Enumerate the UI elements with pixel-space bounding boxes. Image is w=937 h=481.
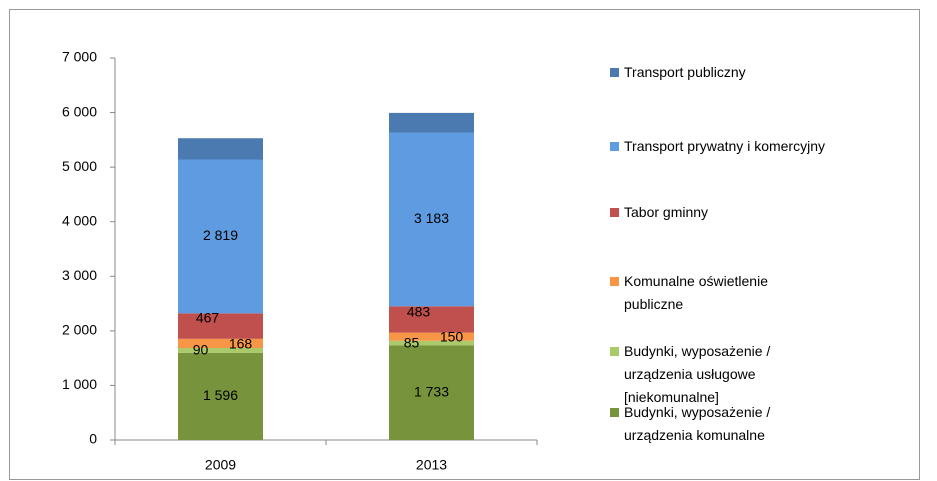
- y-tick-label: 5 000: [62, 158, 97, 174]
- bar-segment: [389, 112, 474, 133]
- data-label: 2 819: [203, 227, 238, 243]
- legend-item: Budynki, wyposażenie / urządzenia komuna…: [610, 401, 825, 447]
- bar-segment: [389, 132, 474, 307]
- y-tick-label: 1 000: [62, 376, 97, 392]
- y-tick-label: 3 000: [62, 267, 97, 283]
- x-tick-label: 2013: [416, 457, 447, 473]
- legend-item: Transport prywatny i komercyjny: [610, 135, 825, 158]
- frame: [9, 9, 920, 480]
- data-label: 1 733: [414, 383, 449, 399]
- bar-segment: [178, 313, 263, 339]
- legend-item: Komunalne oświetlenie publiczne: [610, 270, 825, 316]
- legend-swatch: [610, 347, 619, 356]
- x-tick-label: 2009: [205, 457, 236, 473]
- legend-item: Budynki, wyposażenie / urządzenia usługo…: [610, 340, 825, 409]
- data-label: 168: [229, 336, 253, 352]
- y-tick-label: 6 000: [62, 103, 97, 119]
- data-label: 150: [440, 328, 464, 344]
- legend-label: Transport prywatny i komercyjny: [624, 138, 825, 154]
- legend-label: Budynki, wyposażenie / urządzenia usługo…: [624, 343, 771, 405]
- data-label: 85: [404, 334, 420, 350]
- bar-segment: [389, 306, 474, 333]
- bar-segment: [389, 332, 474, 341]
- legend-item: Tabor gminny: [610, 201, 825, 224]
- legend-swatch: [610, 208, 619, 217]
- data-label: 90: [193, 342, 209, 358]
- data-label: 1 596: [203, 387, 238, 403]
- bar-segment: [178, 347, 263, 353]
- y-tick-label: 4 000: [62, 212, 97, 228]
- y-tick-label: 7 000: [62, 49, 97, 65]
- data-label: 483: [407, 303, 431, 319]
- y-tick-label: 0: [89, 431, 97, 447]
- legend-label: Tabor gminny: [624, 204, 709, 220]
- bar-segment: [178, 159, 263, 314]
- legend-swatch: [610, 68, 619, 77]
- data-label: 3 183: [414, 210, 449, 226]
- data-label: 467: [196, 310, 220, 326]
- legend-swatch: [610, 142, 619, 151]
- bar-segment: [178, 352, 263, 440]
- bar-segment: [389, 340, 474, 346]
- bar-segment: [178, 138, 263, 160]
- legend-swatch: [610, 408, 619, 417]
- legend-swatch: [610, 277, 619, 286]
- legend-label: Budynki, wyposażenie / urządzenia komuna…: [624, 404, 771, 443]
- legend-item: Transport publiczny: [610, 61, 825, 84]
- y-tick-label: 2 000: [62, 322, 97, 338]
- legend-label: Transport publiczny: [624, 64, 746, 80]
- bar-segment: [178, 338, 263, 348]
- bar-segment: [389, 345, 474, 440]
- legend-label: Komunalne oświetlenie publiczne: [624, 273, 768, 312]
